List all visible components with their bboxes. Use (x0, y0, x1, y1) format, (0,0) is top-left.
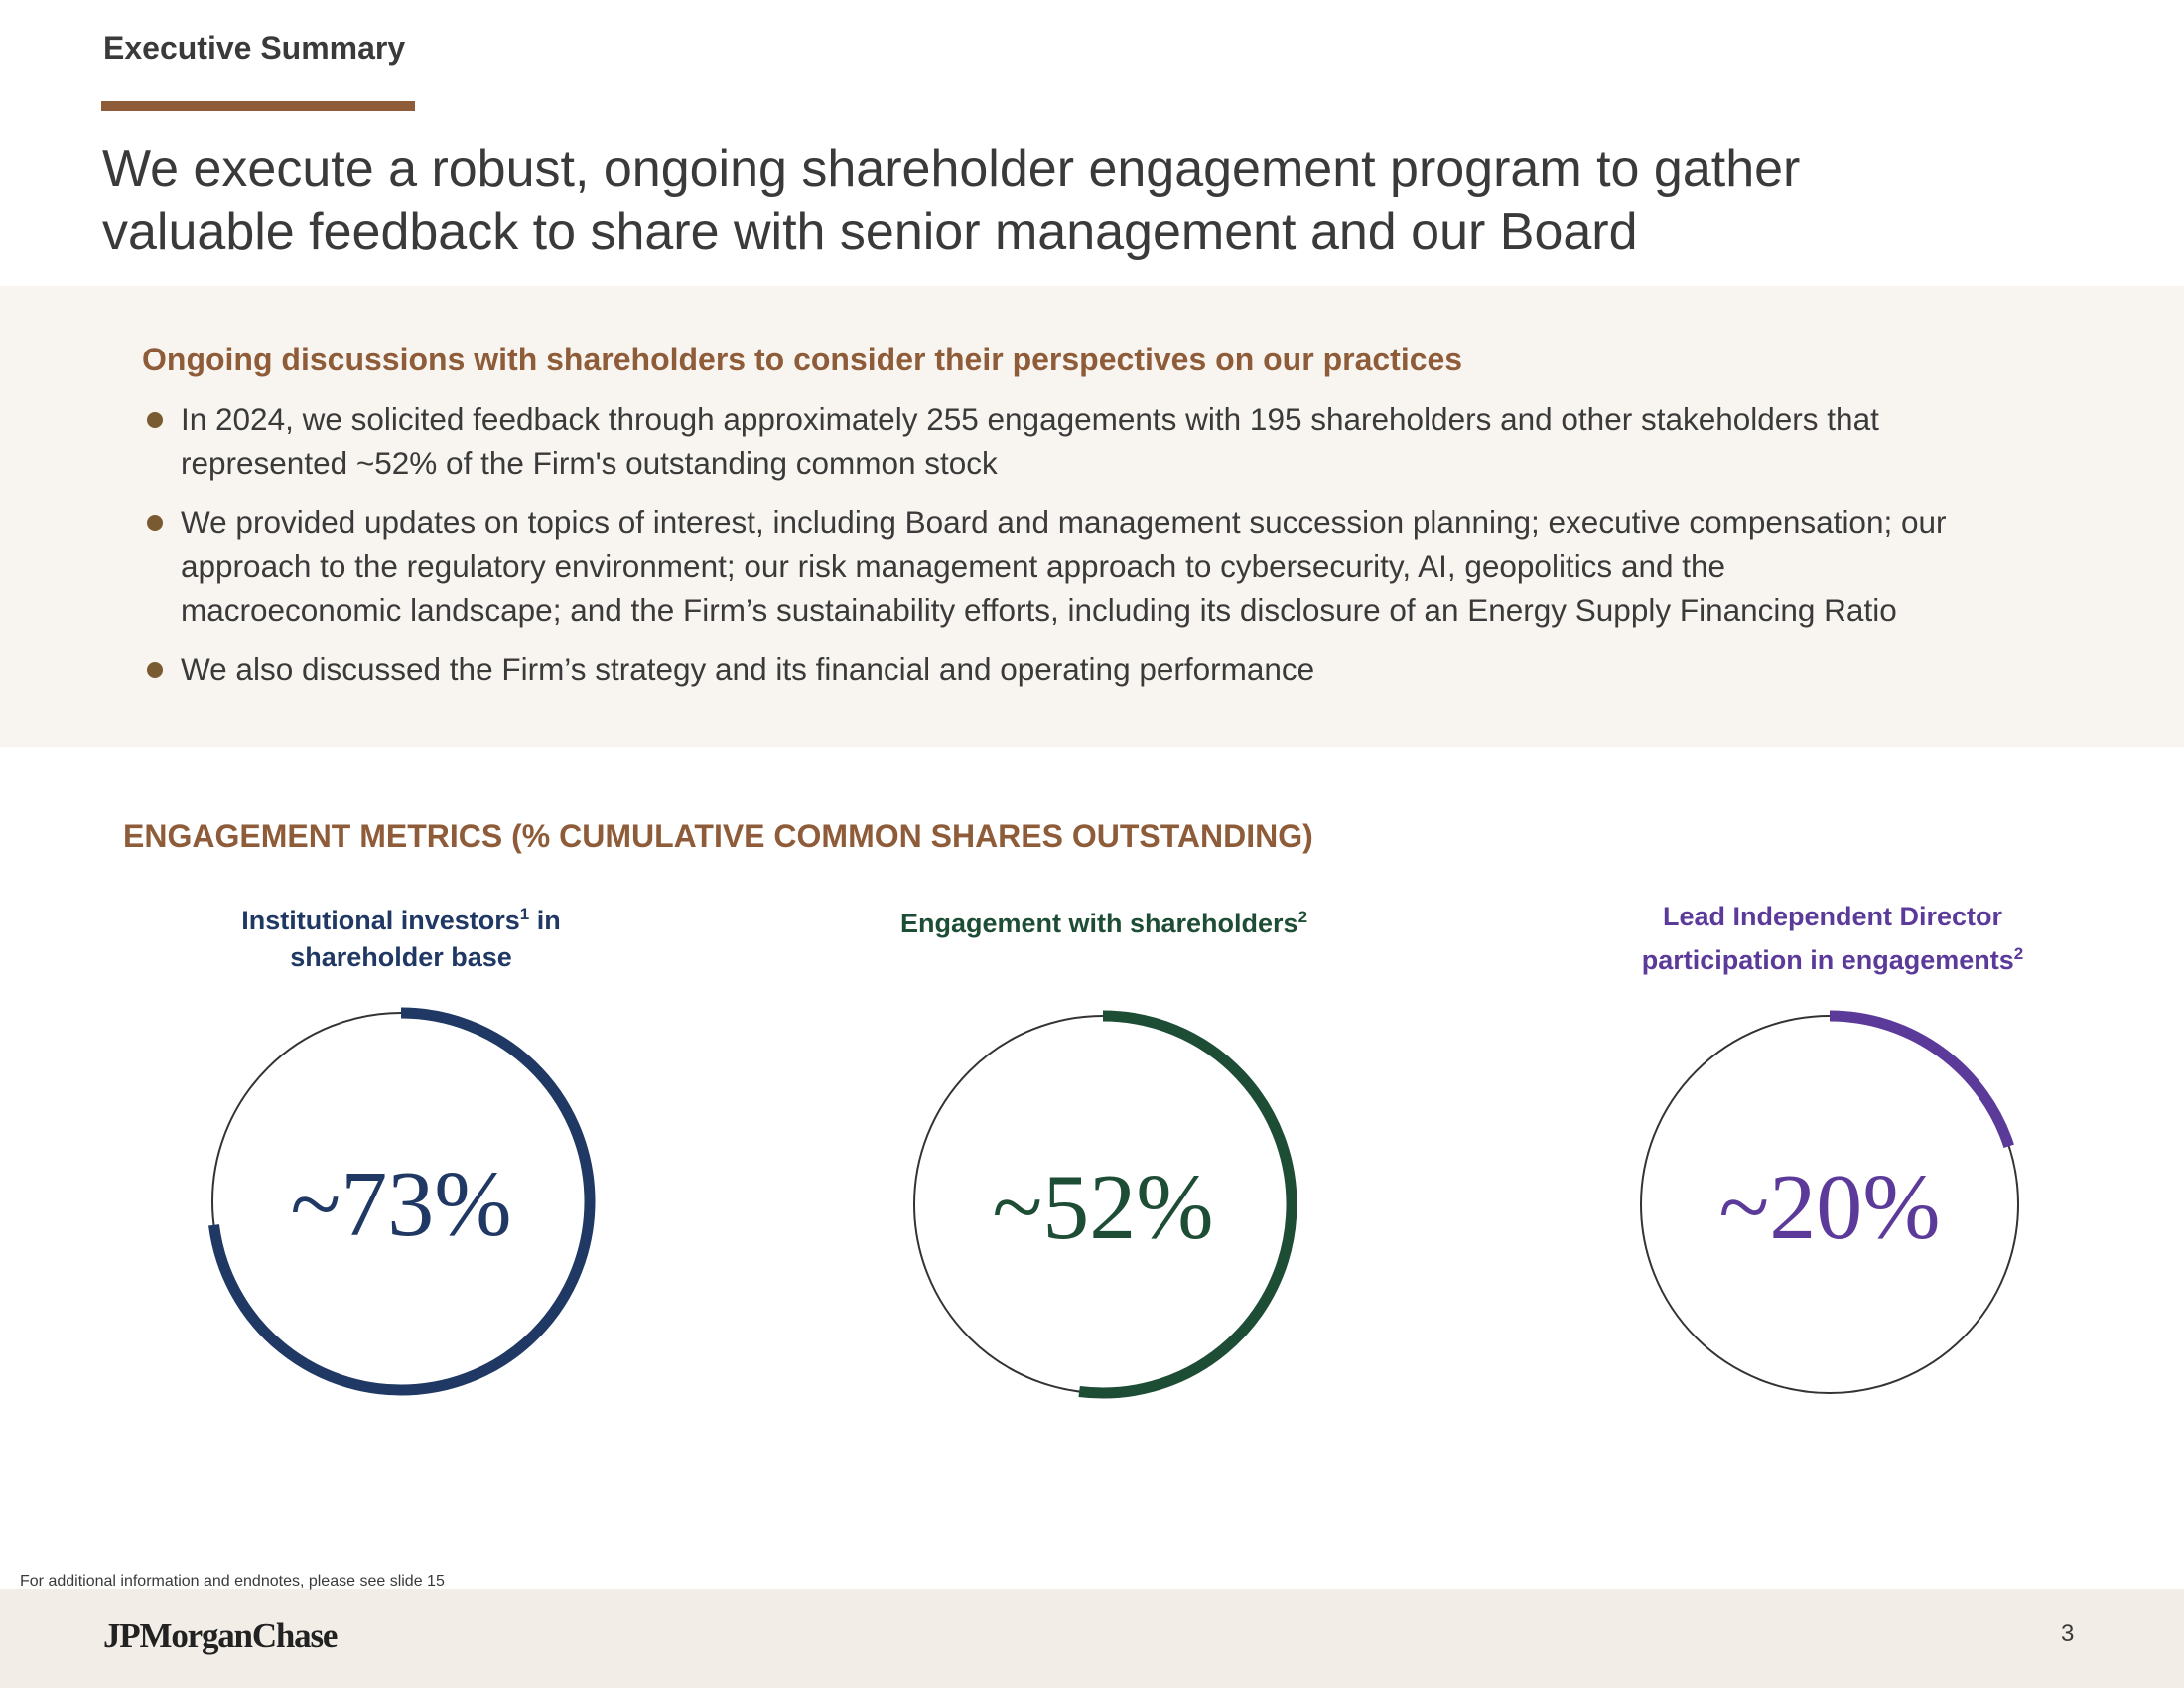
bullet-item: In 2024, we solicited feedback through a… (144, 397, 2090, 485)
section-label: Executive Summary (103, 30, 406, 66)
metric-label-line: shareholder base (290, 942, 512, 972)
headline-line: We execute a robust, ongoing shareholder… (102, 140, 1801, 198)
metric-label-line: Institutional investors1 in (103, 896, 699, 939)
headline-line: valuable feedback to share with senior m… (102, 204, 1638, 261)
company-logo: JPMorganChase (103, 1617, 338, 1655)
metric-label-suffix: in (529, 906, 561, 935)
metric-label-text: Engagement with shareholders (899, 909, 1298, 938)
ring-value-label: ~52% (992, 1156, 1213, 1259)
bullet-dot-icon (147, 662, 163, 678)
bullet-list: In 2024, we solicited feedback through a… (144, 397, 2090, 707)
bullet-text-line: We provided updates on topics of interes… (181, 504, 1947, 540)
bullet-text-line: We also discussed the Firm’s strategy an… (181, 651, 1315, 687)
metric-label-line: Lead Independent Director (1662, 902, 2003, 931)
panel-heading: Ongoing discussions with shareholders to… (142, 342, 1463, 377)
metric-label-text: Institutional investors (241, 906, 520, 935)
bullet-text-line: In 2024, we solicited feedback through a… (181, 401, 1879, 437)
metric-label-line: Engagement with shareholders2 (806, 899, 1402, 942)
footer-band (0, 1589, 2184, 1688)
metric-label-text: participation in engagements (1641, 945, 2014, 975)
discussion-panel (0, 286, 2184, 747)
bullet-dot-icon (147, 412, 163, 428)
bullet-item: We also discussed the Firm’s strategy an… (144, 647, 2090, 691)
bullet-dot-icon (147, 515, 163, 531)
bullet-text-line: approach to the regulatory environment; … (181, 548, 1726, 584)
metric-label-lead-independent-director: Lead Independent Director participation … (1535, 899, 2130, 979)
page-number: 3 (2061, 1620, 2075, 1647)
bullet-text-line: macroeconomic landscape; and the Firm’s … (181, 592, 1897, 628)
metrics-title: ENGAGEMENT METRICS (% CUMULATIVE COMMON … (123, 818, 1313, 854)
metric-label-line: participation in engagements2 (1535, 935, 2130, 979)
ring-value-label: ~73% (290, 1153, 511, 1256)
bullet-item: We provided updates on topics of interes… (144, 500, 2090, 632)
ring-value-arc (208, 1007, 596, 1396)
footnote-marker: 2 (1297, 908, 1308, 926)
bullet-text-line: represented ~52% of the Firm's outstandi… (181, 445, 998, 481)
metric-label-institutional-investors: Institutional investors1 in shareholder … (103, 896, 699, 976)
ring-value-arc (1829, 1010, 2014, 1148)
ring-value-label: ~20% (1718, 1156, 1940, 1259)
endnote: For additional information and endnotes,… (20, 1573, 445, 1590)
section-rule (101, 101, 415, 111)
footnote-marker: 1 (519, 905, 530, 923)
slide-headline: We execute a robust, ongoing shareholder… (102, 137, 2088, 264)
ring-value-arc (1078, 1010, 1297, 1399)
footnote-marker: 2 (2013, 944, 2024, 963)
metric-label-engagement-with-shareholders: Engagement with shareholders2 (806, 899, 1402, 942)
